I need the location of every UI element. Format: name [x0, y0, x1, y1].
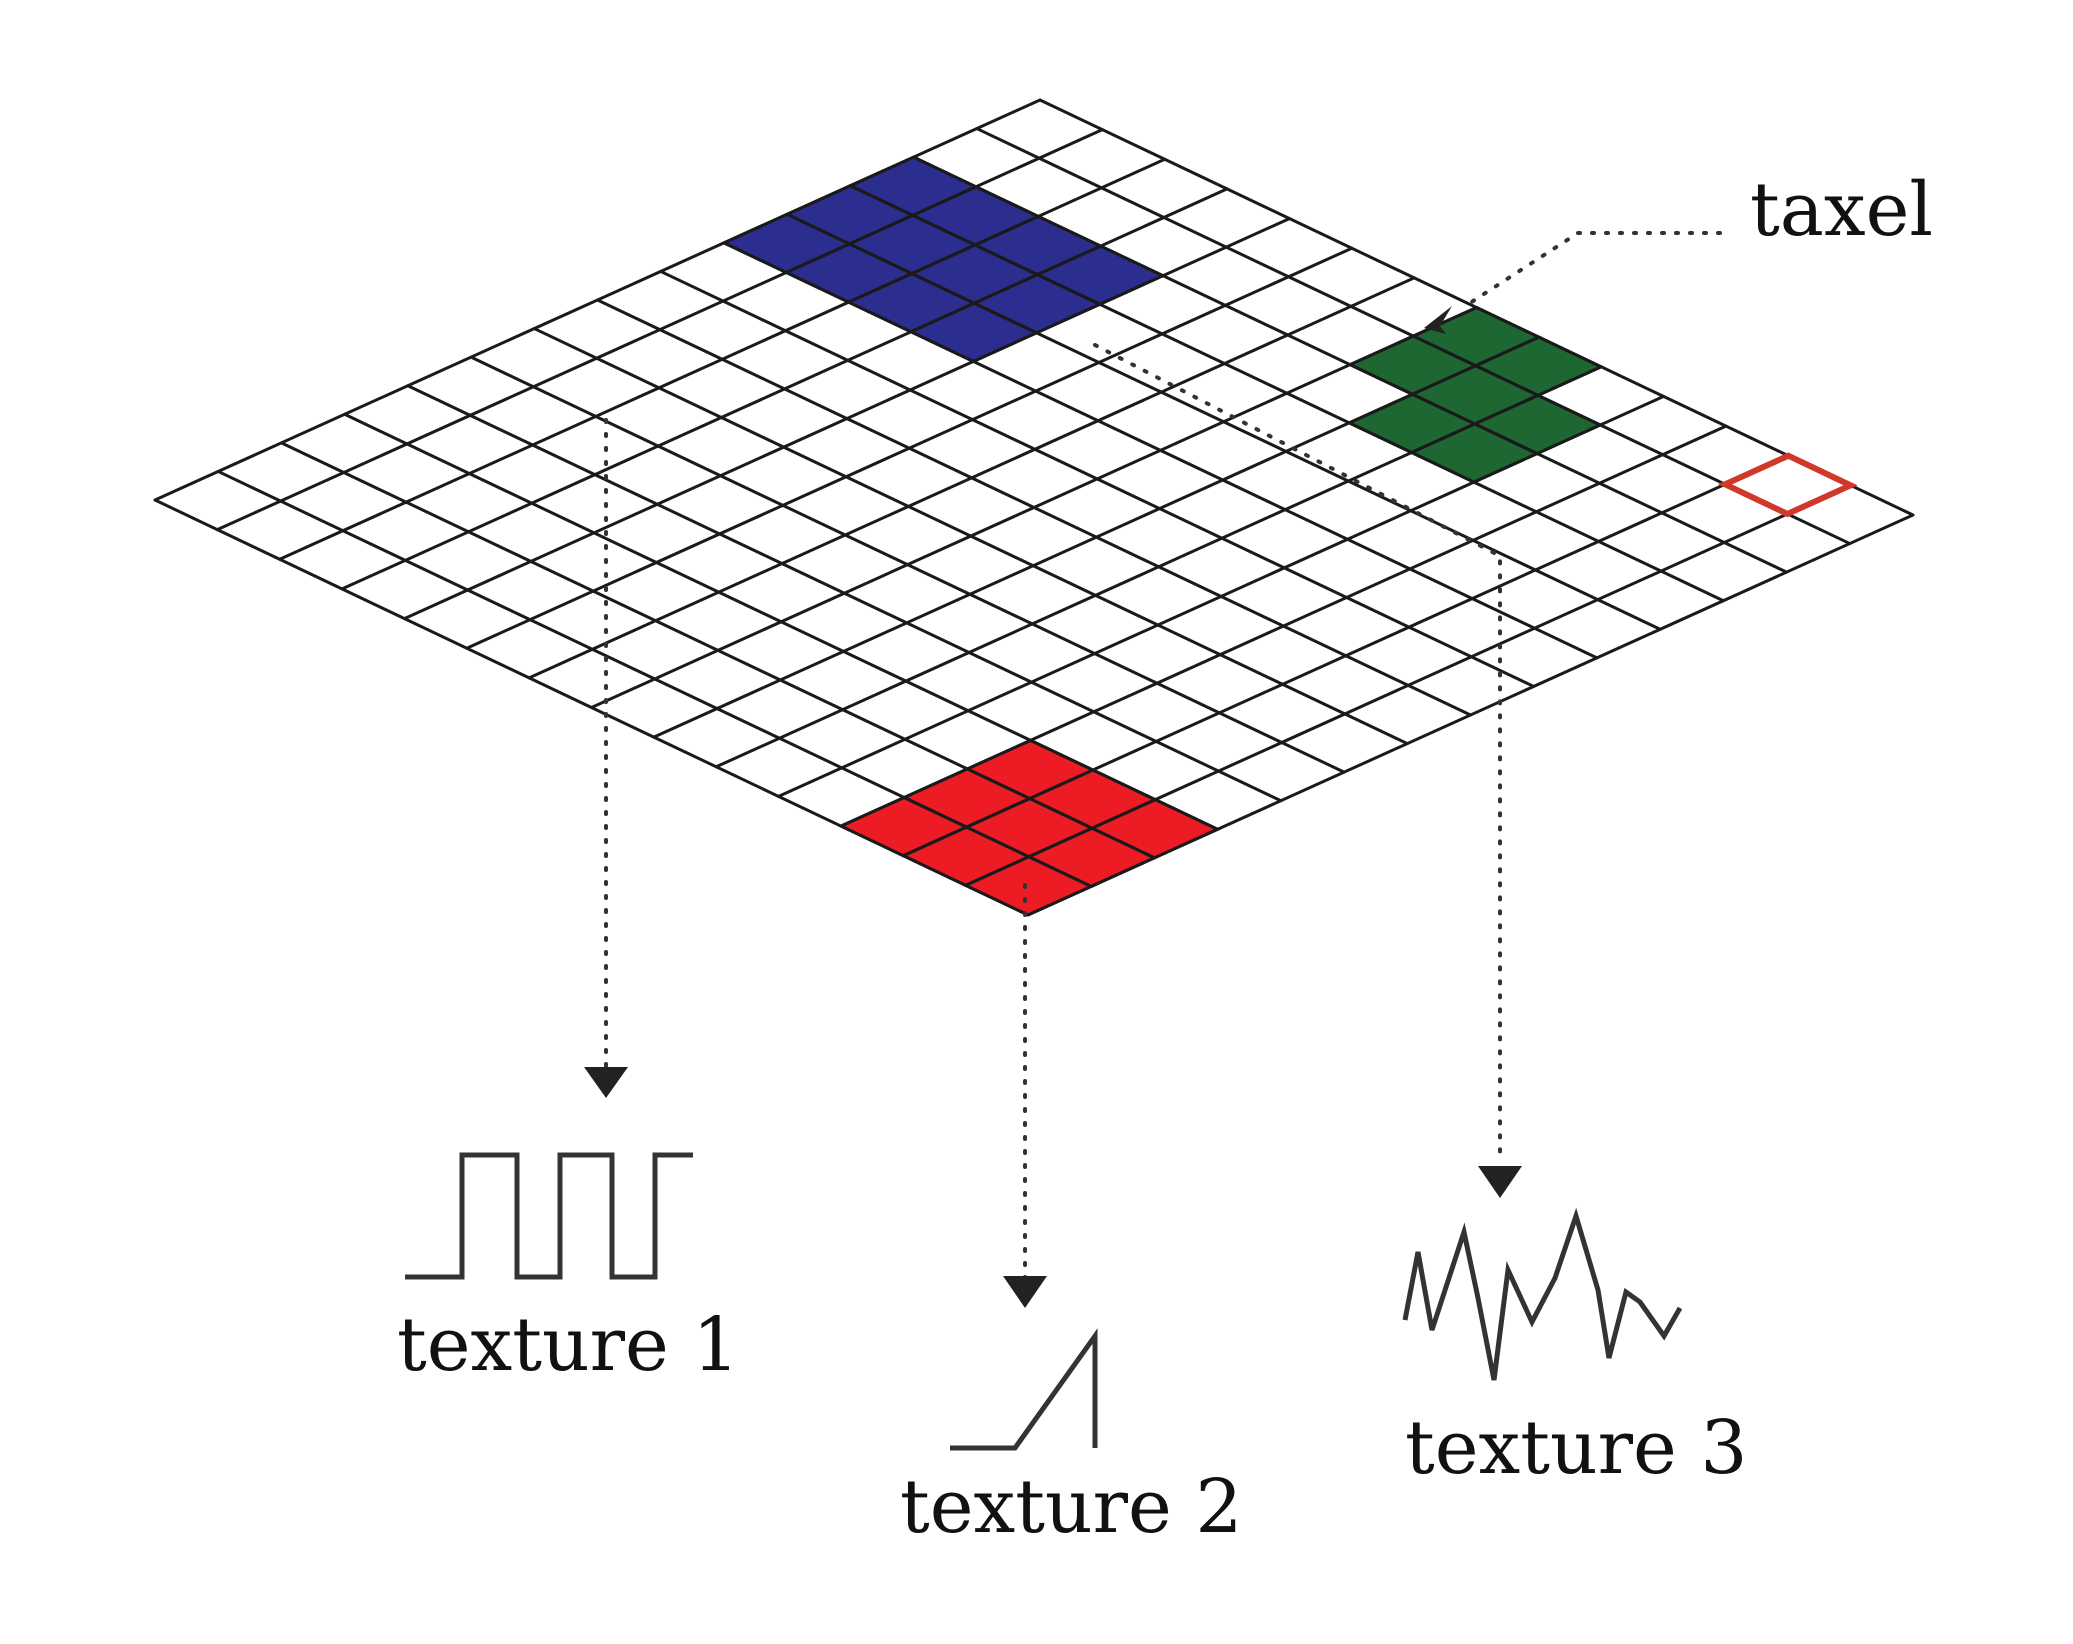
sensor-grid [153, 98, 1915, 917]
grid-row-line [406, 384, 1283, 803]
taxel-label: taxel [1750, 167, 1933, 253]
texture2-label: texture 2 [900, 1464, 1242, 1550]
grid-row-line [532, 327, 1409, 746]
square-wave-icon [405, 1152, 693, 1280]
ramp-wave-icon [950, 1328, 1098, 1451]
grid-column-line [652, 335, 1541, 739]
grid-column-line [777, 394, 1666, 798]
texture3-leader-line [1093, 343, 1502, 1162]
grid-column-line [839, 424, 1728, 828]
grid-column-line [590, 306, 1478, 709]
grid-row-line [279, 441, 1156, 860]
texture3-label: texture 3 [1405, 1405, 1747, 1491]
grid-column-line [714, 365, 1603, 769]
texture2-arrowhead [1003, 1276, 1047, 1308]
grid-row-line [469, 355, 1346, 774]
grid-column-line [901, 454, 1790, 858]
texture1-arrowhead [584, 1067, 628, 1098]
taxel-cell [1717, 452, 1858, 518]
grid-column-line [964, 483, 1853, 887]
taxel-arrowhead [1424, 306, 1452, 334]
grid-column-line [1026, 513, 1915, 917]
taxel-leader-line [1468, 231, 1722, 305]
grid-row-line [216, 469, 1093, 888]
noise-wave-icon [1402, 1207, 1683, 1381]
grid-cells [720, 155, 1605, 917]
texture1-label: texture 1 [397, 1302, 739, 1388]
grid-row-line [343, 412, 1220, 831]
texture3-arrowhead [1478, 1166, 1522, 1198]
grid-row-line [153, 498, 1030, 917]
